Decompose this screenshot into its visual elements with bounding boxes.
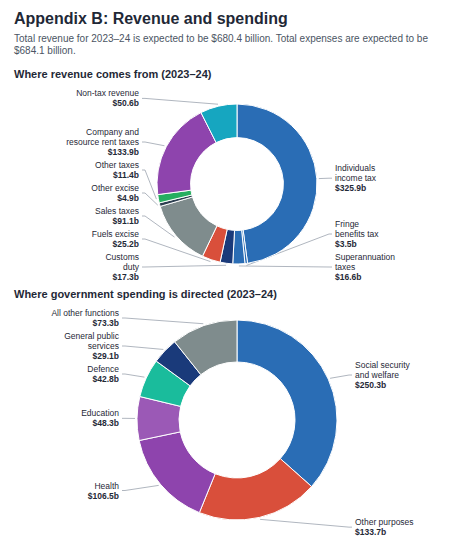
donut-chart: Where government spending is directed (2… [14,288,414,537]
title: Appendix B: Revenue and spending [14,10,288,27]
donut-slice [237,320,337,487]
category-label: and welfare [355,370,399,380]
data-label: $11.4b [113,170,139,180]
category-label: Other taxes [95,160,139,170]
data-label: $133.7b [355,527,386,537]
leader-line [142,142,164,146]
labels: Individualsincome tax$325.9b Fringebenefi… [66,88,395,282]
slice-label: Superannuationtaxes$16.6b [335,252,395,282]
leader-lines [122,318,352,527]
slice-label: Company andresource rent taxes$133.9b [66,127,139,157]
data-label: $4.9b [117,193,139,203]
category-label: General public [64,331,120,341]
subtitle-line: Total revenue for 2023–24 is expected to… [14,33,428,44]
slice-label: Education$48.3b [81,408,119,428]
subtitle: Total revenue for 2023–24 is expected to… [14,33,428,56]
data-label: $25.2b [113,239,139,249]
data-label: $106.5b [88,491,119,501]
figure: Appendix B: Revenue and spending Total re… [0,0,474,548]
data-label: $42.8b [93,374,119,384]
category-label: benefits tax [335,229,379,239]
category-label: duty [123,262,140,272]
data-label: $16.6b [335,272,361,282]
slice-label: Social securityand welfare$250.3b [355,360,411,390]
category-label: Sales taxes [95,206,139,216]
slice-label: Other excise$4.9b [91,183,139,203]
data-label: $250.3b [355,380,386,390]
slice-label: Fuels excise$25.2b [92,229,140,249]
category-label: All other functions [51,308,119,318]
slice-label: Health$106.5b [88,481,119,501]
donut-slice [199,459,311,520]
slice-label: Defence$42.8b [87,364,119,384]
slice-label: Fringebenefits tax$3.5b [335,219,379,249]
donut-slice [139,432,215,513]
category-label: Fuels excise [92,229,140,239]
leader-line [239,266,332,267]
leader-line [122,346,163,349]
chart-heading: Where revenue comes from (2023–24) [14,68,212,80]
leader-line [142,98,218,104]
leader-line [260,519,352,527]
leader-line [122,374,144,377]
category-label: Social security [355,360,411,370]
subtitle-line: $684.1 billion. [14,45,76,56]
leader-line [142,265,226,267]
slice-label: Individualsincome tax$325.9b [335,163,377,193]
slice-label: Sales taxes$91.1b [95,206,139,226]
data-label: $73.3b [93,318,119,328]
category-label: Non-tax revenue [76,88,139,98]
category-label: Other excise [91,183,139,193]
slices [137,320,337,520]
donut-slice [201,104,237,143]
leader-line [122,418,135,419]
category-label: Customs [105,252,139,262]
category-label: Company and [86,127,139,137]
leader-line [122,318,203,324]
data-label: $133.9b [108,147,139,157]
data-label: $325.9b [335,183,366,193]
slice-label: Non-tax revenue$50.6b [76,88,139,108]
donut-slice [237,104,317,263]
category-label: Individuals [335,163,375,173]
donut-chart: Where revenue comes from (2023–24) Indivi… [14,68,395,282]
category-label: Fringe [335,219,359,229]
data-label: $50.6b [113,98,139,108]
slice-label: All other functions$73.3b [51,308,119,328]
slice-label: Other purposes$133.7b [355,517,414,537]
data-label: $3.5b [335,239,357,249]
category-label: income tax [335,173,377,183]
leader-line [142,193,158,205]
slices [157,104,317,264]
category-label: Defence [87,364,119,374]
leader-line [330,375,352,378]
category-label: resource rent taxes [66,137,139,147]
category-label: Health [94,481,119,491]
leader-line [319,178,332,179]
leader-lines [142,98,332,267]
leader-line [142,170,156,199]
data-label: $48.3b [93,418,119,428]
slice-label: Customsduty$17.3b [105,252,139,282]
leader-line [122,485,159,490]
donut-slice [175,320,237,375]
slice-label: General publicservices$29.1b [64,331,120,361]
data-label: $91.1b [113,216,139,226]
category-label: services [88,341,119,351]
data-label: $17.3b [113,272,139,282]
category-label: Education [81,408,119,418]
chart-heading: Where government spending is directed (2… [14,288,277,300]
category-label: taxes [335,262,355,272]
slice-label: Other taxes$11.4b [95,160,139,180]
category-label: Superannuation [335,252,395,262]
donut-slice [160,197,217,256]
category-label: Other purposes [355,517,414,527]
labels: Social securityand welfare$250.3b Other p… [51,308,413,537]
data-label: $29.1b [93,351,119,361]
